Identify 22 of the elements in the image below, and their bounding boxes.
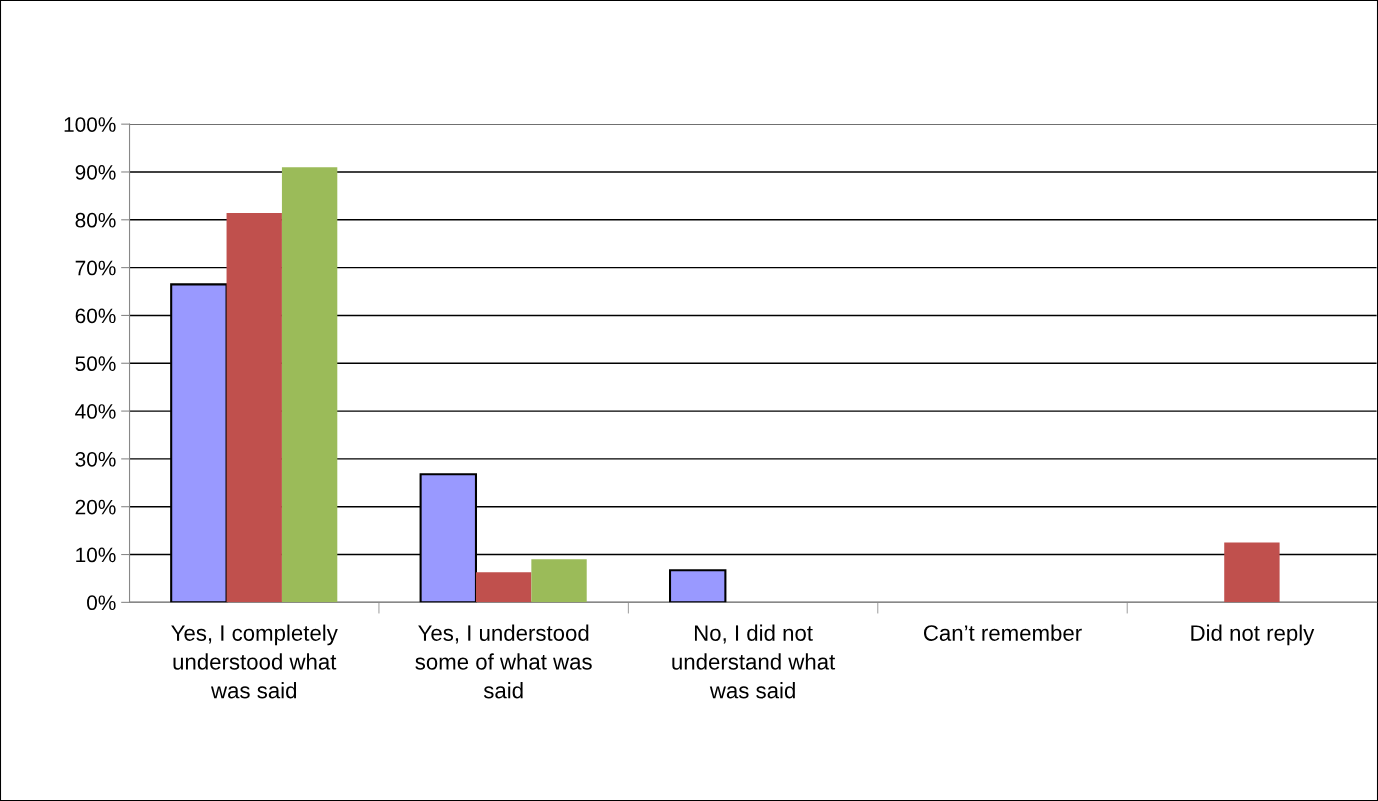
bar bbox=[226, 213, 282, 603]
x-tick-label: Did not reply bbox=[1191, 624, 1315, 646]
bar bbox=[531, 559, 587, 603]
y-tick-label: 30% bbox=[75, 451, 116, 467]
y-tick-label: 50% bbox=[75, 356, 116, 372]
x-tick-label: No, I did not understand what was said bbox=[672, 624, 836, 699]
y-tick-label: 90% bbox=[75, 164, 116, 180]
x-tick-label: Can’t remember bbox=[923, 624, 1082, 641]
bar bbox=[1224, 542, 1280, 603]
y-tick-label: 40% bbox=[75, 404, 116, 419]
y-tick-label: 10% bbox=[76, 547, 116, 563]
y-tick-label: 0% bbox=[87, 595, 116, 611]
bar bbox=[281, 167, 338, 603]
x-tick-label: Yes, I understood some of what was said bbox=[415, 624, 592, 699]
y-tick-label: 80% bbox=[75, 212, 116, 228]
y-tick-label: 100% bbox=[64, 117, 116, 132]
x-tick-label: Yes, I completely understood what was said bbox=[171, 624, 338, 699]
bar bbox=[475, 572, 532, 603]
y-tick-label: 20% bbox=[75, 499, 116, 515]
bar bbox=[668, 569, 727, 603]
y-tick-label: 70% bbox=[75, 260, 116, 276]
y-tick-label: 60% bbox=[75, 308, 116, 324]
